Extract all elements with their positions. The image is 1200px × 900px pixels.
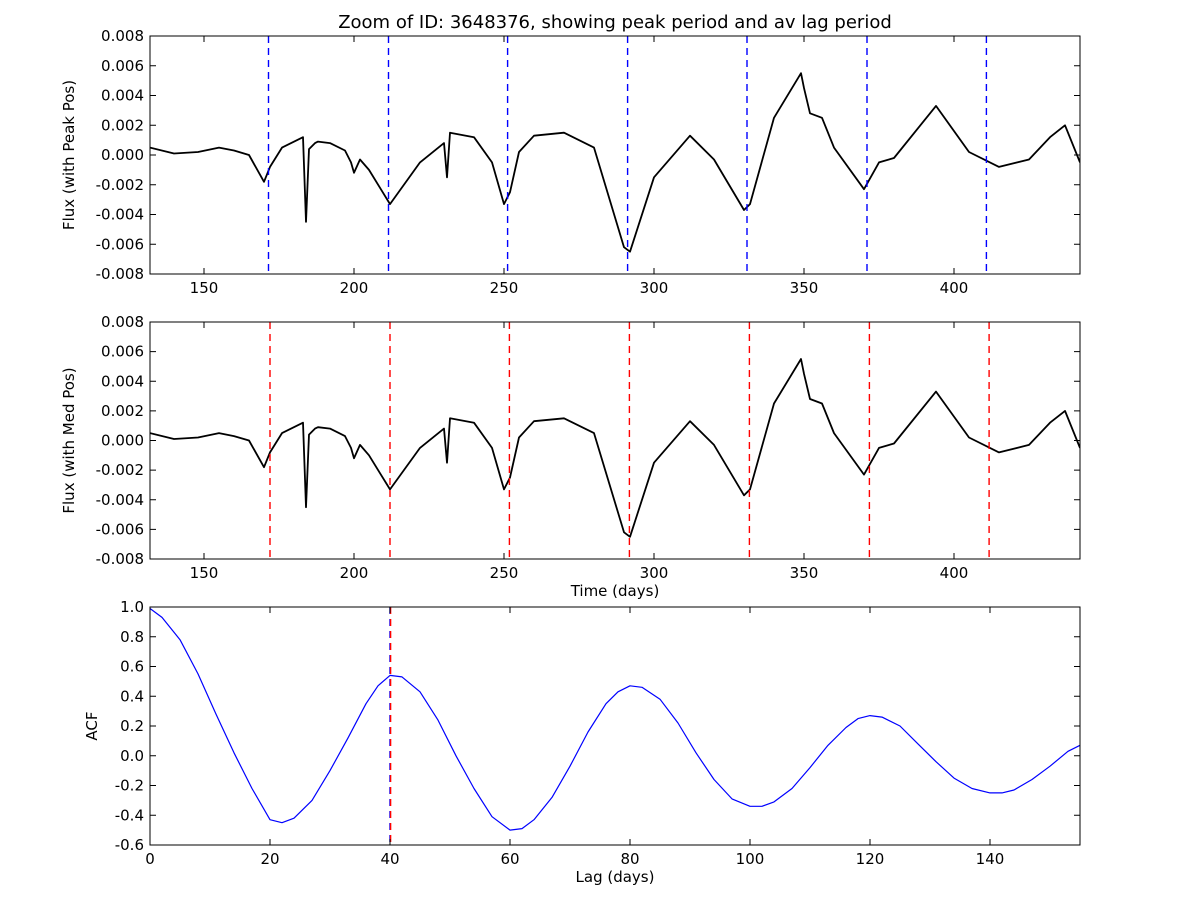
y-tick-label: 0.006	[101, 343, 144, 361]
y-tick-label: 0.2	[120, 717, 144, 735]
y-tick-label: -0.2	[115, 777, 144, 795]
y-axis-label: Flux (with Med Pos)	[60, 367, 78, 513]
x-tick-label: 120	[856, 850, 885, 868]
x-tick-label: 60	[500, 850, 519, 868]
x-axis-label: Lag (days)	[576, 868, 655, 886]
x-tick-label: 40	[380, 850, 399, 868]
x-tick-label: 400	[940, 279, 969, 297]
y-tick-label: 0.002	[101, 402, 144, 420]
y-tick-label: 0.000	[101, 432, 144, 450]
x-tick-label: 0	[145, 850, 155, 868]
y-tick-label: 0.6	[120, 658, 144, 676]
y-axis-label: ACF	[83, 711, 101, 740]
x-tick-label: 20	[260, 850, 279, 868]
y-tick-label: -0.002	[96, 461, 144, 479]
y-tick-label: 0.002	[101, 116, 144, 134]
panel-2: 150 200 250 300 350 400 -0.008 -0.006 -0.004 -0.0…	[60, 313, 1081, 600]
y-tick-label: -0.008	[96, 265, 144, 283]
y-tick-label: 0.4	[120, 687, 144, 705]
x-tick-label: 150	[190, 279, 219, 297]
x-axis-label: Time (days)	[570, 582, 660, 600]
y-tick-label: -0.004	[96, 491, 144, 509]
x-tick-label: 300	[640, 279, 669, 297]
y-tick-label: -0.006	[96, 520, 144, 538]
chart-title: Zoom of ID: 3648376, showing peak period…	[338, 12, 892, 33]
y-axis-label: Flux (with Peak Pos)	[60, 80, 78, 230]
plot-area	[150, 607, 1080, 845]
plot-area	[150, 322, 1080, 559]
x-tick-label: 80	[620, 850, 639, 868]
x-tick-label: 250	[490, 564, 519, 582]
y-tick-label: 0.0	[120, 747, 144, 765]
y-tick-label: -0.004	[96, 206, 144, 224]
y-tick-label: 0.008	[101, 313, 144, 331]
x-tick-label: 300	[640, 564, 669, 582]
x-tick-label: 350	[790, 279, 819, 297]
x-tick-label: 350	[790, 564, 819, 582]
x-tick-label: 150	[190, 564, 219, 582]
x-tick-label: 200	[340, 279, 369, 297]
y-tick-label: -0.6	[115, 836, 144, 854]
panel-1: 150 200 250 300 350 400 -0.008 -0.006 -0.004 -0.0…	[60, 27, 1081, 297]
y-tick-label: 1.0	[120, 598, 144, 616]
y-tick-label: -0.006	[96, 235, 144, 253]
y-tick-label: -0.008	[96, 550, 144, 568]
x-tick-label: 100	[736, 850, 765, 868]
panel-3: 0 20 40 60 80 100 120 140 -0.6 -0.4 -0.2 0.0 0.2 0.4 0…	[83, 598, 1081, 886]
y-tick-label: 0.006	[101, 57, 144, 75]
x-tick-label: 140	[976, 850, 1005, 868]
y-tick-label: 0.004	[101, 87, 144, 105]
series-line-flux	[150, 358, 1080, 538]
x-tick-label: 400	[940, 564, 969, 582]
y-tick-label: 0.008	[101, 27, 144, 45]
y-tick-label: -0.4	[115, 806, 144, 824]
y-tick-label: 0.004	[101, 372, 144, 390]
y-tick-label: 0.000	[101, 146, 144, 164]
x-tick-label: 250	[490, 279, 519, 297]
series-line-acf	[150, 608, 1080, 831]
x-tick-label: 200	[340, 564, 369, 582]
plot-area	[150, 36, 1080, 274]
y-tick-label: 0.8	[120, 628, 144, 646]
y-tick-label: -0.002	[96, 176, 144, 194]
